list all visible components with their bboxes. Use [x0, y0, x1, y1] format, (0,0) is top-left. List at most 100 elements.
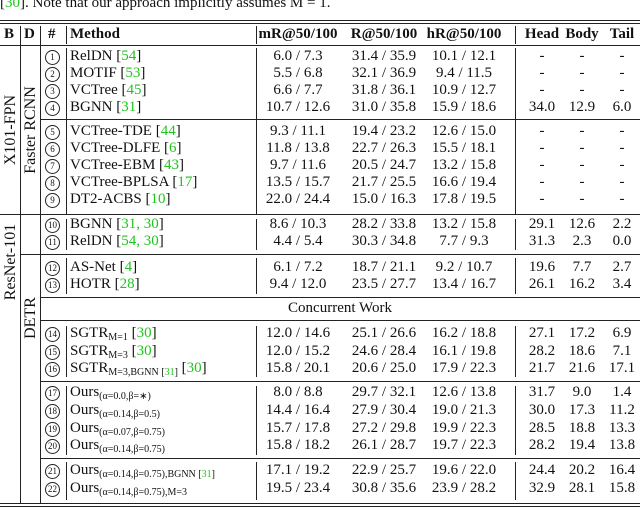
method-subscript: (α=0.14,β=0.75),BGNN [31]: [99, 469, 215, 480]
cell-r: 32.1 / 36.9: [351, 65, 417, 81]
row-number-badge: 11: [45, 235, 60, 250]
citation-link[interactable]: 30: [186, 360, 202, 376]
citation-link[interactable]: 30: [5, 0, 20, 11]
cell-mr: 14.4 / 16.4: [265, 402, 331, 418]
subscript-text: M=3,BGNN: [108, 367, 162, 378]
header-r: R@50/100: [350, 26, 418, 42]
cell-hr: 16.6 / 19.4: [431, 174, 497, 190]
cell-tail: -: [619, 123, 625, 139]
cell-r: 31.4 / 35.9: [351, 48, 417, 64]
column-divider: [256, 258, 257, 294]
cell-hr: 10.9 / 12.7: [431, 82, 497, 98]
method-label: VCTree: [70, 82, 118, 98]
citation-link[interactable]: 10: [150, 191, 166, 207]
cell-tail: -: [619, 191, 625, 207]
cell-body: 17.2: [568, 325, 596, 341]
citation-link[interactable]: 53: [125, 65, 141, 81]
cell-hr: 15.9 / 18.6: [431, 99, 497, 115]
cell-hr: 13.2 / 15.8: [431, 157, 497, 173]
column-divider: [40, 26, 41, 503]
method-name: SGTRM=1 [30]: [70, 325, 157, 343]
cell-r: 23.5 / 27.7: [351, 276, 417, 292]
cell-head: 28.2: [528, 437, 556, 453]
cell-hr: 10.1 / 12.1: [431, 48, 497, 64]
cell-body: -: [579, 191, 585, 207]
cell-r: 19.4 / 23.2: [351, 123, 417, 139]
citation-link[interactable]: 6: [169, 140, 177, 156]
cell-mr: 6.1 / 7.2: [273, 259, 323, 275]
subscript-text: (α=0.14,β=0.75),M=3: [99, 487, 187, 498]
citation-link[interactable]: 45: [126, 82, 142, 98]
cell-mr: 22.0 / 24.4: [265, 191, 331, 207]
cell-mr: 9.3 / 11.1: [269, 123, 327, 139]
citation-link[interactable]: 31: [201, 469, 212, 480]
citation-link[interactable]: 54, 30: [121, 233, 159, 249]
cell-mr: 10.7 / 12.6: [265, 99, 331, 115]
column-divider: [515, 26, 516, 44]
cell-tail: -: [619, 82, 625, 98]
cell-hr: 9.4 / 11.5: [435, 65, 493, 81]
rule: [0, 506, 640, 507]
method-name: Ours(α=0.07,β=0.75): [70, 421, 165, 438]
row-number-badge: 7: [45, 159, 60, 174]
cell-tail: -: [619, 65, 625, 81]
header-mr: mR@50/100: [258, 26, 338, 42]
subscript-text: M=1: [108, 332, 128, 343]
column-divider: [515, 462, 516, 500]
citation-link[interactable]: 31: [164, 367, 175, 378]
cell-head: -: [539, 174, 545, 190]
method-label: Ours: [70, 462, 100, 478]
method-name: Ours(α=0.14,β=0.75),M=3: [70, 480, 187, 498]
rule: [0, 214, 640, 215]
cell-tail: 15.8: [608, 480, 636, 496]
row-number-badge: 22: [45, 482, 60, 497]
cell-body: 12.6: [568, 216, 596, 232]
cell-r: 31.8 / 36.1: [351, 82, 417, 98]
citation-link[interactable]: 17: [177, 174, 193, 190]
cell-body: -: [579, 82, 585, 98]
cell-head: 24.4: [528, 462, 556, 478]
cell-tail: -: [619, 140, 625, 156]
cell-tail: -: [619, 157, 625, 173]
header-num: #: [48, 26, 56, 42]
column-divider: [515, 219, 516, 250]
cell-r: 21.7 / 25.5: [351, 174, 417, 190]
citation-link[interactable]: 31, 30: [121, 216, 159, 232]
cell-mr: 5.5 / 6.8: [273, 65, 323, 81]
citation-link[interactable]: 30: [136, 325, 152, 341]
cell-mr: 13.5 / 15.7: [265, 174, 331, 190]
cell-mr: 11.8 / 13.8: [266, 140, 330, 156]
rule: [40, 320, 640, 321]
cell-hr: 15.5 / 18.1: [431, 140, 497, 156]
method-name: SGTRM=3 [30]: [70, 343, 157, 361]
cell-body: 7.7: [572, 259, 592, 275]
row-number-badge: 18: [45, 404, 60, 419]
rule: [0, 503, 640, 504]
cell-r: 15.0 / 16.3: [351, 191, 417, 207]
citation-link[interactable]: 54: [121, 48, 137, 64]
column-divider: [20, 26, 21, 503]
cell-body: -: [579, 157, 585, 173]
citation-link[interactable]: 43: [164, 157, 180, 173]
cell-body: 17.3: [568, 402, 596, 418]
citation-link[interactable]: 4: [124, 259, 133, 275]
cell-hr: 19.6 / 22.0: [431, 462, 497, 478]
method-label: Ours: [70, 480, 100, 496]
citation-link[interactable]: 44: [160, 123, 176, 139]
method-name: Ours(α=0.14,β=0.75): [70, 438, 165, 455]
row-number-badge: 14: [45, 327, 60, 342]
citation-link[interactable]: 30: [136, 343, 152, 359]
cell-mr: 8.0 / 8.8: [273, 384, 323, 400]
cell-head: -: [539, 82, 545, 98]
cell-mr: 19.5 / 23.4: [265, 480, 331, 496]
method-label: SGTR: [70, 360, 109, 376]
cell-hr: 19.9 / 22.3: [431, 420, 497, 436]
citation-link[interactable]: 28: [119, 276, 135, 292]
citation-link[interactable]: 31: [121, 99, 137, 115]
rule: [40, 381, 640, 382]
rule: [0, 45, 640, 46]
method-name: RelDN [54, 30]: [70, 233, 164, 249]
row-number-badge: 16: [45, 362, 60, 377]
caption-post: ]. Note that our approach implicitly ass…: [20, 0, 331, 11]
cell-tail: 11.2: [609, 402, 635, 418]
